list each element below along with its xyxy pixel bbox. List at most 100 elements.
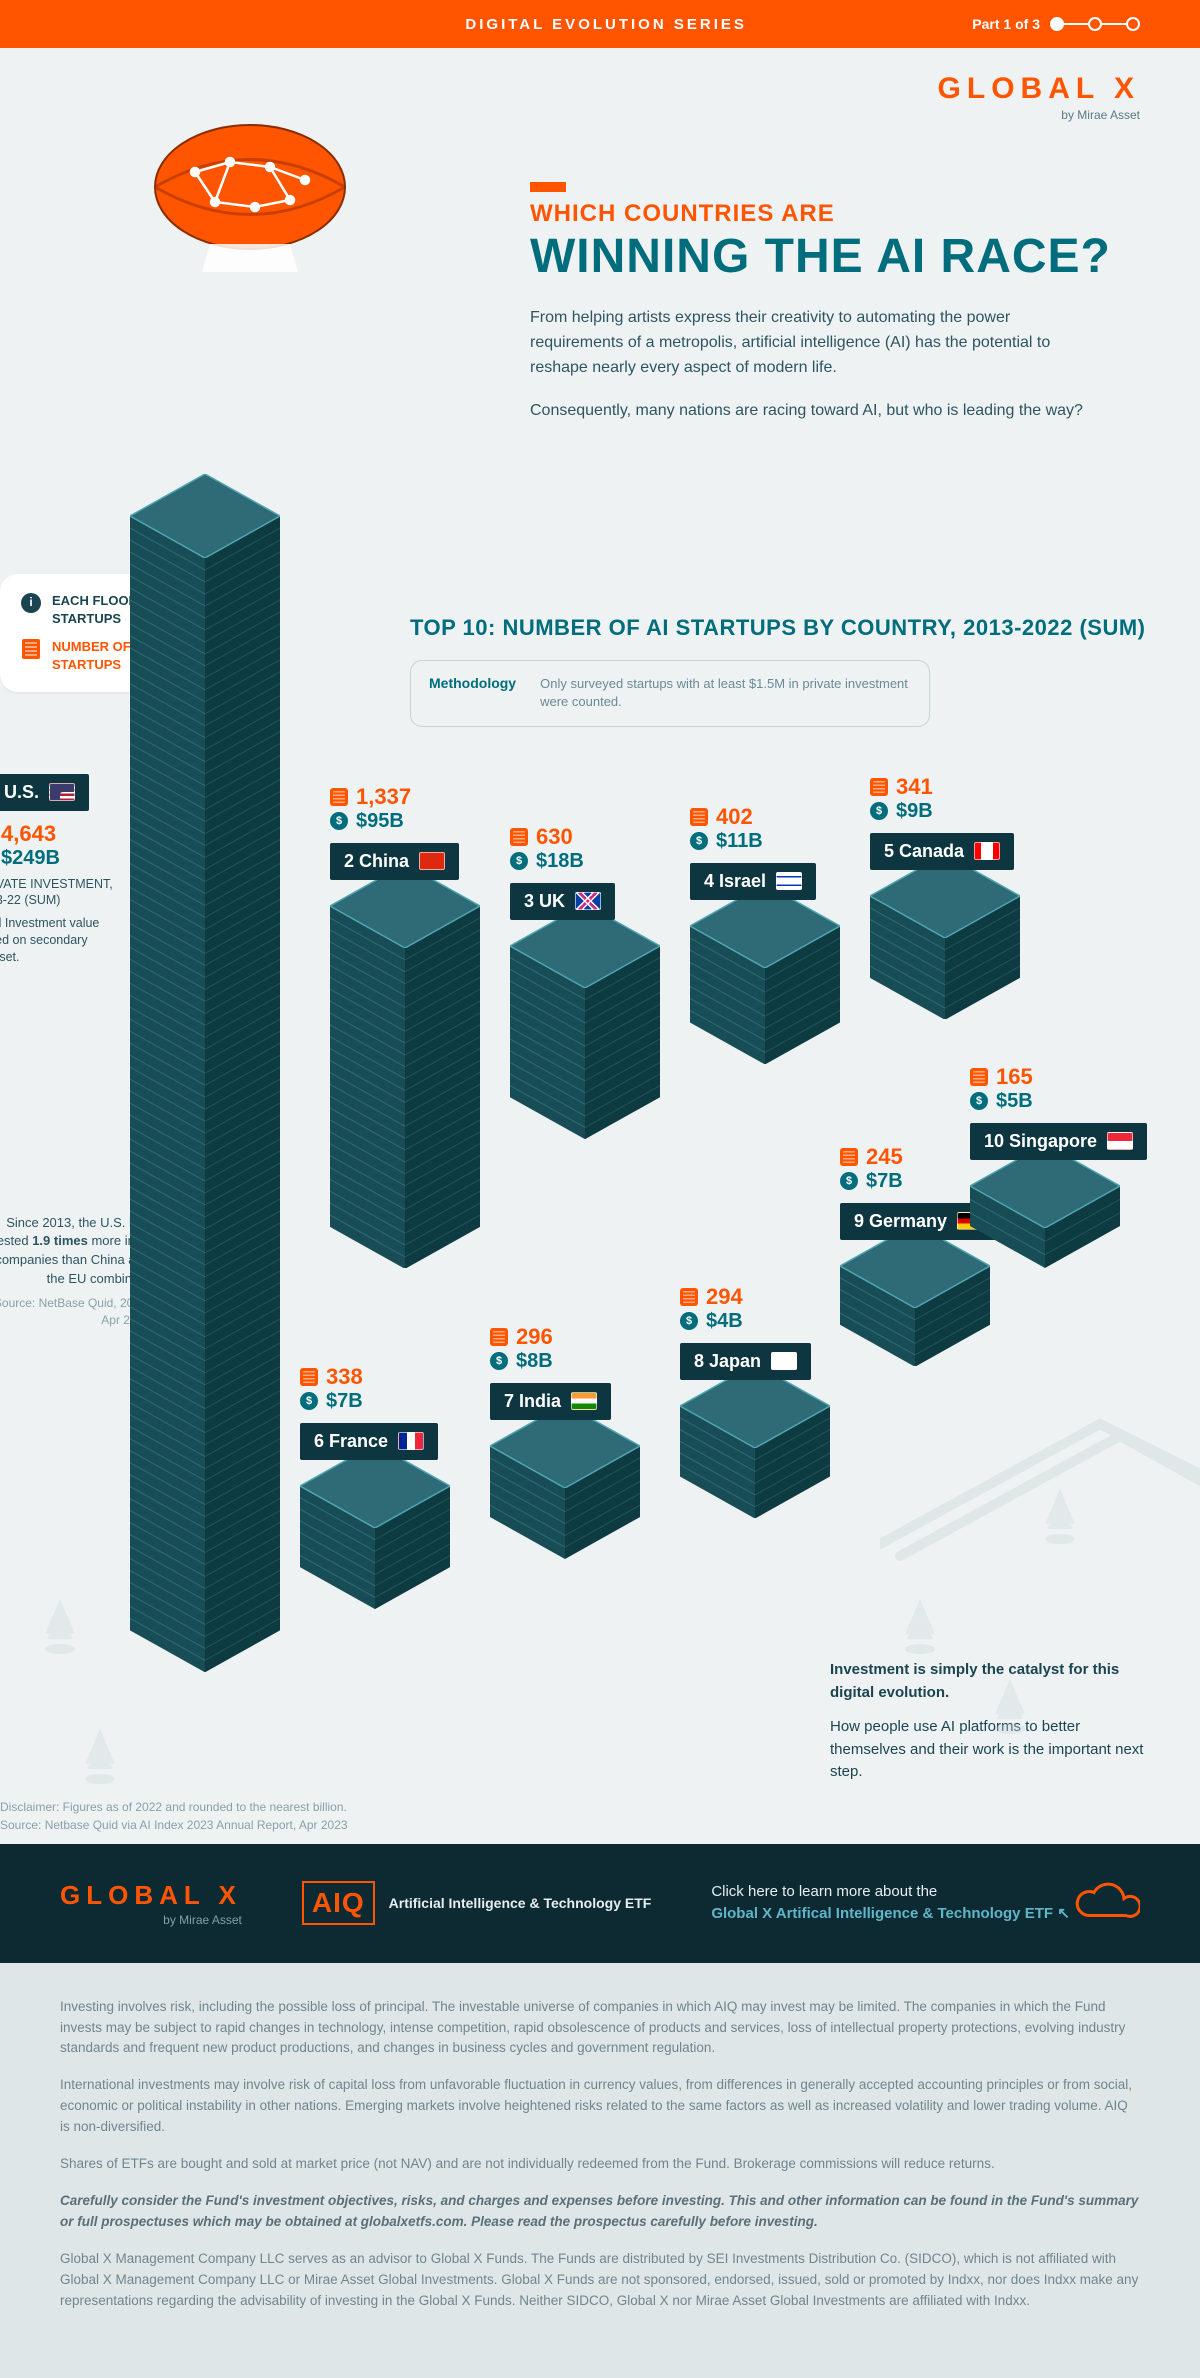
investment-value: $18B: [536, 850, 584, 873]
flag-icon: [776, 872, 802, 890]
methodology-box: Methodology Only surveyed startups with …: [410, 660, 930, 726]
building-icon: [490, 1328, 508, 1346]
intro-p1: From helping artists express their creat…: [530, 306, 1090, 380]
building-icon: [870, 778, 888, 796]
tree-icon: [900, 1594, 940, 1659]
us-annotation: Since 2013, the U.S. has invested 1.9 ti…: [0, 1214, 150, 1330]
title-eyebrow: WHICH COUNTRIES ARE: [530, 200, 1140, 228]
brand-name: GLOBAL X: [938, 72, 1140, 106]
cloud-icon: [1070, 1876, 1140, 1931]
cursor-icon: ↖: [1057, 1905, 1070, 1922]
dollar-icon: [690, 832, 708, 850]
chart-title-block: TOP 10: NUMBER OF AI STARTUPS BY COUNTRY…: [410, 614, 1146, 727]
info-icon: i: [21, 593, 41, 613]
rank-chip: 3 UK: [510, 883, 615, 920]
fine-p4: Carefully consider the Fund's investment…: [60, 2191, 1140, 2233]
aiq-block: AIQ Artificial Intelligence & Technology…: [302, 1881, 651, 1925]
flag-icon: [398, 1432, 424, 1450]
building-icon: [840, 1148, 858, 1166]
chart-area: i EACH FLOOR = 50 STARTUPS NUMBER OF STA…: [0, 444, 1200, 1844]
building-icon: [680, 1288, 698, 1306]
rank-chip: 5 Canada: [870, 833, 1014, 870]
building-uk: 630 $18B3 UK: [510, 904, 660, 1139]
rank-chip: 8 Japan: [680, 1343, 811, 1380]
hero-section: WHICH COUNTRIES ARE WINNING THE AI RACE?…: [0, 122, 1200, 424]
intro-p2: Consequently, many nations are racing to…: [530, 399, 1090, 424]
chart-title: TOP 10: NUMBER OF AI STARTUPS BY COUNTRY…: [410, 614, 1146, 643]
rank-chip: 6 France: [300, 1423, 438, 1460]
startups-value: 1,337: [356, 784, 411, 810]
dot-2: [1088, 17, 1102, 31]
flag-icon: [771, 1352, 797, 1370]
building-india: 296 $8B7 India: [490, 1404, 640, 1559]
investment-value: $95B: [356, 810, 404, 833]
building-icon: [690, 808, 708, 826]
building-canada: 341 $9B5 Canada: [870, 854, 1020, 1020]
startups-value: 630: [536, 824, 573, 850]
flag-icon: [49, 783, 75, 801]
headline: WINNING THE AI RACE?: [530, 232, 1140, 282]
us-extra-label: PRIVATE INVESTMENT, 2013-22 (SUM): [0, 876, 135, 910]
footer-cta[interactable]: Click here to learn more about the Globa…: [711, 1881, 1069, 1926]
dollar-icon: [840, 1172, 858, 1190]
footer-brand: GLOBAL X by Mirae Asset: [60, 1880, 242, 1927]
rank-chip: 2 China: [330, 843, 459, 880]
series-title: DIGITAL EVOLUTION SERIES: [240, 16, 972, 33]
accent-bar: [530, 182, 566, 192]
dollar-icon: [970, 1092, 988, 1110]
startups-value: 294: [706, 1284, 743, 1310]
dot-3: [1126, 17, 1140, 31]
footer-cta-link[interactable]: Global X Artifical Intelligence & Techno…: [711, 1903, 1069, 1926]
footer-band: GLOBAL X by Mirae Asset AIQ Artificial I…: [0, 1844, 1200, 1963]
building-japan: 294 $4B8 Japan: [680, 1364, 830, 1519]
building-icon: [970, 1068, 988, 1086]
building-china: 1,337 $95B2 China: [330, 864, 480, 1269]
dollar-icon: [330, 812, 348, 830]
fine-p2: International investments may involve ri…: [60, 2075, 1140, 2138]
us-extra-note: Total Investment value based on secondar…: [0, 915, 135, 966]
startups-value: 341: [896, 774, 933, 800]
flag-icon: [974, 842, 1000, 860]
startups-value: 165: [996, 1064, 1033, 1090]
investment-value: $9B: [896, 800, 933, 823]
aiq-mark: AIQ: [302, 1881, 375, 1925]
investment-value: $8B: [516, 1350, 553, 1373]
startups-value: 338: [326, 1364, 363, 1390]
investment-value: $7B: [866, 1170, 903, 1193]
brain-icon: [140, 112, 360, 277]
flag-icon: [571, 1392, 597, 1410]
flag-icon: [1107, 1132, 1133, 1150]
dollar-icon: [300, 1392, 318, 1410]
rank-chip: 7 India: [490, 1383, 611, 1420]
building-germany: 245 $7B9 Germany: [840, 1224, 990, 1367]
startups-value: 402: [716, 804, 753, 830]
brand-block: GLOBAL X by Mirae Asset: [938, 72, 1140, 122]
tree-icon: [80, 1724, 120, 1789]
startups-value: 245: [866, 1144, 903, 1170]
building-icon: [510, 828, 528, 846]
investment-value: $4B: [706, 1310, 743, 1333]
investment-value: $7B: [326, 1390, 363, 1413]
brand-row: GLOBAL X by Mirae Asset: [0, 48, 1200, 122]
dollar-icon: [680, 1312, 698, 1330]
tree-icon: [40, 1594, 80, 1659]
top-bar: DIGITAL EVOLUTION SERIES Part 1 of 3: [0, 0, 1200, 48]
building-icon: [300, 1368, 318, 1386]
aiq-text: Artificial Intelligence & Technology ETF: [389, 1894, 652, 1912]
dollar-icon: [870, 802, 888, 820]
investment-value: $5B: [996, 1090, 1033, 1113]
building-france: 338 $7B6 France: [300, 1444, 450, 1609]
rank-chip: 10 Singapore: [970, 1123, 1147, 1160]
brand-sub: by Mirae Asset: [938, 108, 1140, 122]
investment-value: $249B: [1, 847, 60, 870]
flag-icon: [419, 852, 445, 870]
rank-chip: 1 U.S.: [0, 774, 89, 811]
building-israel: 402 $11B4 Israel: [690, 884, 840, 1064]
method-label: Methodology: [429, 675, 516, 711]
chart-disclaimer: Disclaimer: Figures as of 2022 and round…: [0, 1798, 348, 1834]
building-icon: [22, 639, 40, 659]
progress-dots: [1050, 17, 1140, 31]
rank-chip: 4 Israel: [690, 863, 816, 900]
part-label: Part 1 of 3: [972, 16, 1040, 32]
dollar-icon: [510, 852, 528, 870]
